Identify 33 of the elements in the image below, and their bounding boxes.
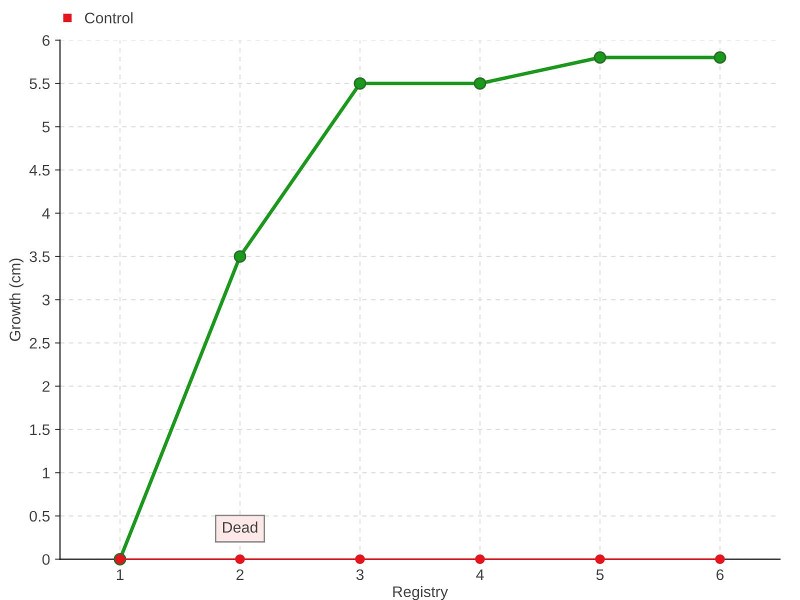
point — [594, 51, 606, 64]
point — [234, 250, 246, 263]
x-tick-label: 4 — [476, 569, 484, 580]
point — [474, 77, 486, 90]
point — [355, 554, 365, 564]
x-tick-label: 2 — [236, 569, 244, 580]
y-tick-label: 5.5 — [30, 78, 50, 90]
y-tick-label: 2.5 — [30, 338, 50, 349]
point — [595, 554, 605, 564]
y-tick-label: 1.5 — [30, 424, 50, 436]
annotation: Dead — [222, 522, 258, 533]
y-tick-label: 0 — [42, 554, 50, 565]
y-tick-label: 1 — [42, 468, 50, 478]
y-tick-label: 6 — [42, 35, 50, 46]
x-tick-label: 3 — [356, 569, 364, 580]
x-axis-title: Registry — [393, 586, 448, 600]
point — [715, 554, 725, 564]
y-axis-title: Growth (cm) — [9, 258, 24, 341]
y-tick-label: 2 — [42, 381, 50, 392]
x-tick-label: 5 — [596, 569, 604, 580]
point — [714, 51, 726, 64]
point — [475, 554, 485, 564]
point — [354, 77, 366, 90]
legend-label: Control — [85, 12, 132, 24]
point — [235, 554, 245, 564]
x-tick-label: 6 — [716, 569, 724, 580]
y-tick-label: 4.5 — [29, 164, 50, 176]
y-tick-label: 4 — [42, 208, 50, 219]
y-tick-label: 5 — [42, 122, 50, 132]
y-tick-label: 3.5 — [30, 251, 50, 262]
y-tick-label: 3 — [42, 294, 50, 306]
x-tick-label: 1 — [116, 569, 124, 580]
y-tick-label: 0.5 — [30, 510, 50, 522]
